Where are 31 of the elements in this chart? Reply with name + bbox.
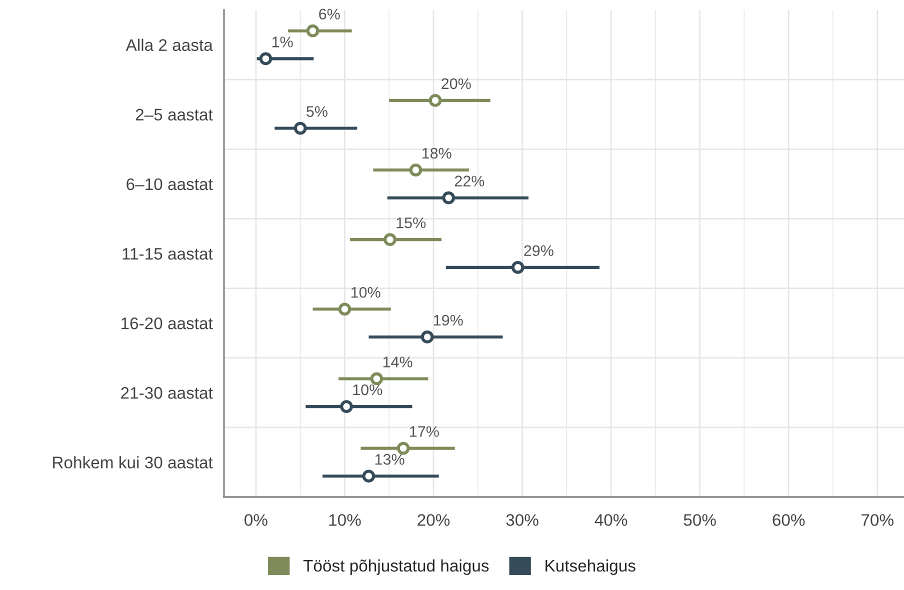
data-label: 17% — [410, 426, 439, 437]
data-label: 13% — [375, 454, 404, 465]
y-tick-label: Alla 2 aasta — [126, 38, 213, 51]
data-label: 5% — [306, 106, 328, 117]
x-tick-label: 30% — [506, 514, 538, 526]
x-tick-label: 70% — [862, 514, 894, 526]
y-tick-label: 6–10 aastat — [126, 178, 213, 190]
legend-label: Kutsehaigus — [546, 559, 636, 575]
y-tick-label: 2–5 aastat — [136, 108, 213, 121]
data-label: 20% — [442, 78, 471, 90]
x-tick-label: 60% — [772, 514, 805, 526]
y-tick-label: 16-20 aastat — [122, 317, 213, 330]
data-label: 29% — [524, 245, 554, 256]
y-tick-label: 11-15 aastat — [122, 248, 213, 260]
data-label: 15% — [396, 217, 426, 228]
x-tick-label: 0% — [244, 514, 268, 526]
data-label: 10% — [353, 384, 382, 396]
legend-label: Tööst põhjustatud haigus — [303, 559, 489, 575]
data-label: 19% — [434, 314, 463, 326]
data-label: 22% — [454, 176, 484, 186]
x-tick-label: 50% — [684, 514, 716, 526]
data-label: 6% — [319, 8, 340, 20]
data-label: 14% — [383, 356, 412, 368]
x-tick-label: 20% — [418, 514, 450, 526]
y-tick-label: Rohkem kui 30 aastat — [53, 456, 213, 468]
x-tick-label: 10% — [329, 514, 361, 526]
data-label: 10% — [351, 286, 380, 298]
data-label: 1% — [272, 36, 293, 48]
data-label: 18% — [422, 148, 452, 159]
y-tick-label: 21-30 aastat — [121, 387, 213, 399]
x-tick-label: 40% — [594, 514, 628, 526]
